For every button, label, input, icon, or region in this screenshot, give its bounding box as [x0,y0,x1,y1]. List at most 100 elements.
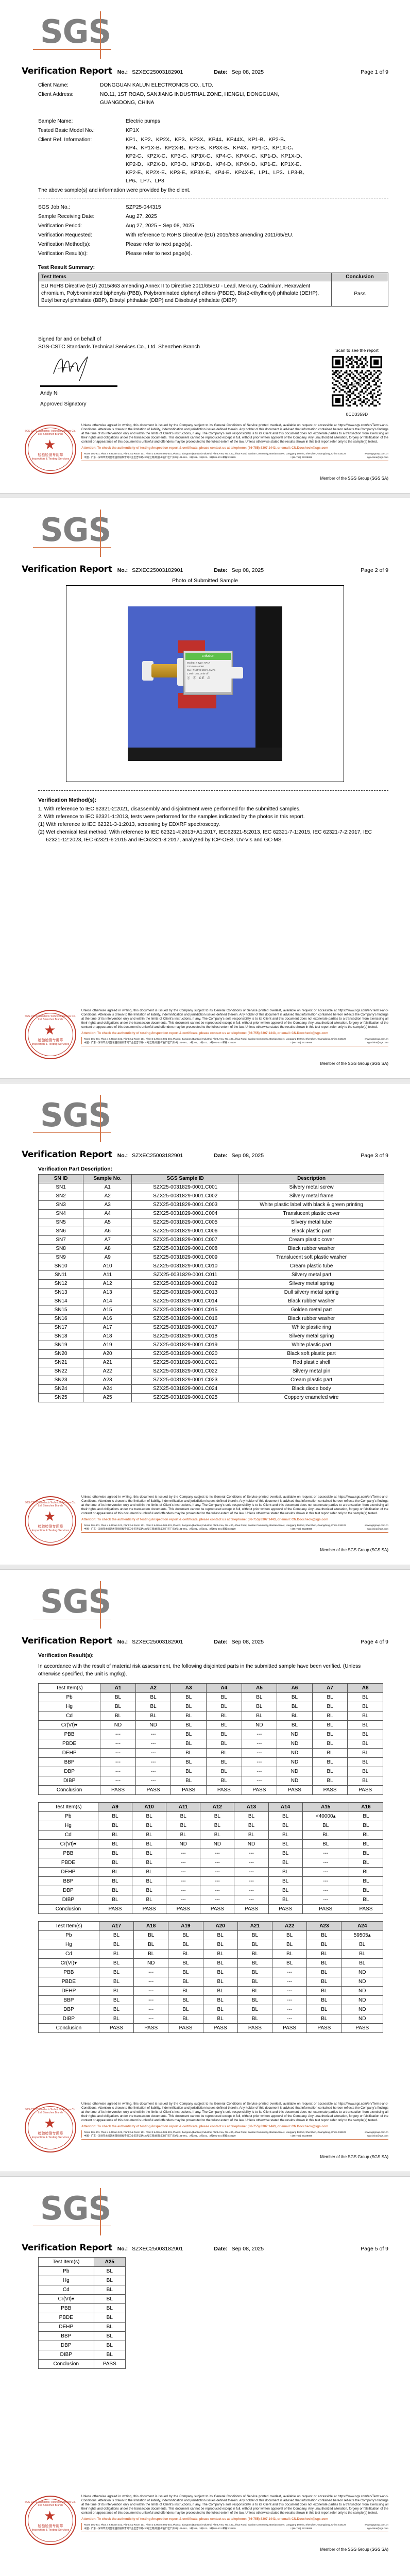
part-sn-id: SN18 [38,1331,84,1341]
result-cell: BL [241,1701,278,1711]
report-date-value: Sep 08, 2025 [231,69,264,75]
result-cell: BL [98,1986,134,1996]
test-item-name: DEHP [38,2321,94,2332]
footer-terms-paragraph: Unless otherwise agreed in writing, this… [81,1008,388,1029]
sample-photo-frame: cnkalun Mode1: X Type: KP1X 220-240V~50H… [66,585,344,782]
result-cell: --- [234,1857,269,1868]
stamp-text-cn: 检验检测专用章 [38,453,63,457]
stamp-text-en: Inspection & Testing Services [31,457,70,461]
footer-web-en[interactable]: www.sgsgroup.com.cn [365,2523,388,2526]
conclusion-cell: PASS [302,1904,349,1914]
verification-requested-label: Verification Requested: [38,232,92,238]
test-item-name: DEHP [38,1986,99,1996]
result-cell: --- [200,1894,235,1905]
result-cell: --- [100,1748,136,1758]
table-row: SN5 A5 SZX25-0031829-0001.C005 Silvery meta… [38,1217,384,1227]
table-row: DBP BL BL --- --- --- BL --- BL [38,1885,384,1895]
logo-horizontal-rule [33,1132,111,1133]
table-row: SN12 A12 SZX25-0031829-0001.C012 Silvery me… [38,1279,384,1289]
result-cell: BL [93,2340,126,2350]
sgs-logo: SGS [22,509,114,557]
result-cell: BL [97,1848,133,1858]
test-item-name: Cd [38,1710,101,1721]
result-cell: BL [272,1930,308,1940]
th-sample-a25: A25 [93,2257,126,2267]
table-row: PBB BL [38,2303,126,2313]
client-address-line-2: GUANGDONG, CHINA [100,100,155,106]
conclusion-cell: PASS [202,2023,238,2033]
result-cell: BL [97,1820,133,1831]
footer-email-cn[interactable]: sgs.china@sgs.com [367,1527,388,1530]
report-no-value: SZXEC25003182901 [132,1638,183,1645]
sgs-logo-text: SGS [40,13,111,50]
result-cell: BL [306,1948,342,1959]
footer-address-box: Room 101-901, Plant 4 & Room 101, Plant … [81,1037,388,1044]
result-cell: ND [100,1720,136,1730]
qr-id: 0CD3359D [346,412,368,417]
table-row: Cr(VI)▾ BL [38,2294,126,2304]
part-description: White plastic ring [238,1323,384,1332]
result-cell: --- [200,1867,235,1877]
table-row: SN25 A25 SZX25-0031829-0001.C025 Coppery en… [38,1393,384,1402]
verification-period-label: Verification Period: [38,223,82,229]
result-cell: --- [302,1848,349,1858]
footer-web-en[interactable]: www.sgsgroup.com.cn [365,2130,388,2133]
table-header-row: Test Item(s) A17 A18 A19 A20 A21 A22 A23 A24 [38,1921,383,1931]
conclusion-cell: PASS [348,1904,384,1914]
part-sn-id: SN19 [38,1340,84,1350]
result-cell: BL [347,1692,383,1702]
result-table-a25-container: Test Item(s) A25 Pb BL Hg BL Cd BL Cr(VI)▾ BL PBB B… [38,2257,383,2369]
result-cell: BL [135,1692,172,1702]
part-sn-id: SN9 [38,1252,84,1262]
signatory-role: Approved Signatory [40,401,87,407]
footer-email-cn[interactable]: sgs.china@sgs.com [367,455,388,459]
footer-web-en[interactable]: www.sgsgroup.com.cn [365,1037,388,1040]
report-header: Verification Report No.: SZXEC2500318290… [22,564,388,574]
result-cell: --- [135,1757,172,1767]
part-sgs-sample-id: SZX25-0031829-0001.C006 [131,1226,240,1236]
report-date-value: Sep 08, 2025 [231,1152,264,1159]
result-cell: BL [206,1720,242,1730]
th-sample-a11: A11 [166,1802,201,1812]
divider [38,790,388,791]
table-row: PBB BL --- BL BL BL --- BL ND [38,1967,383,1977]
result-cell: BL [166,1820,201,1831]
test-item-name: Hg [38,1939,99,1950]
test-item-name: DBP [38,2340,94,2350]
table-row: EU RoHS Directive (EU) 2015/863 amending… [38,281,388,307]
footer-email-cn[interactable]: sgs.china@sgs.com [367,2527,388,2530]
report-date-label: Date: [214,1638,228,1645]
table-row: DBP BL [38,2340,126,2350]
result-cell: --- [241,1766,278,1776]
footer-email-cn[interactable]: sgs.china@sgs.com [367,2134,388,2137]
th-sample-a7: A7 [312,1683,348,1693]
table-row: Pb BL BL BL BL BL BL BL 59505▴ [38,1930,383,1940]
footer-web-en[interactable]: www.sgsgroup.com.cn [365,1523,388,1527]
pump-spec-line: 1.0min on/1.0min off [187,672,209,675]
pump-brand-text: cnkalun [201,654,215,658]
conclusion-cell: PASS [241,1785,278,1795]
report-date-label: Date: [214,69,228,75]
stamp-outer-ring [25,2103,76,2153]
result-cell: ND [277,1766,313,1776]
verification-methods-title: Verification Method(s): [38,796,97,803]
result-cell: BL [98,2013,134,2024]
footer-web-en[interactable]: www.sgsgroup.com.cn [365,452,388,455]
result-cell: --- [302,1894,349,1905]
qr-code-icon[interactable]: SGS [332,356,382,406]
result-cell: BL [347,1701,383,1711]
result-cell: BL [347,1766,383,1776]
result-cell: BL [237,2013,273,2024]
part-description: Dull silvery metal spring [238,1287,384,1297]
report-header: Verification Report No.: SZXEC2500318290… [22,1636,388,1646]
logo-vertical-rule [100,509,101,557]
result-cell: --- [100,1729,136,1739]
client-ref-line: LP6、LP7、LP8 [126,178,164,184]
table-row: PBDE BL --- BL BL BL --- BL ND [38,1976,383,1987]
result-cell: BL [168,1948,203,1959]
summary-items-cell: EU RoHS Directive (EU) 2015/863 amending… [38,281,332,307]
page-title: Verification Report [22,1635,112,1646]
result-cell: BL [268,1829,303,1840]
footer-email-cn[interactable]: sgs.china@sgs.com [367,1041,388,1044]
footer-address-cn: 中国・广东・深圳市龙岗区坂田街道坂雪岗工业区吉华路430号江南(坂田)工业厂区厂… [84,2527,236,2530]
